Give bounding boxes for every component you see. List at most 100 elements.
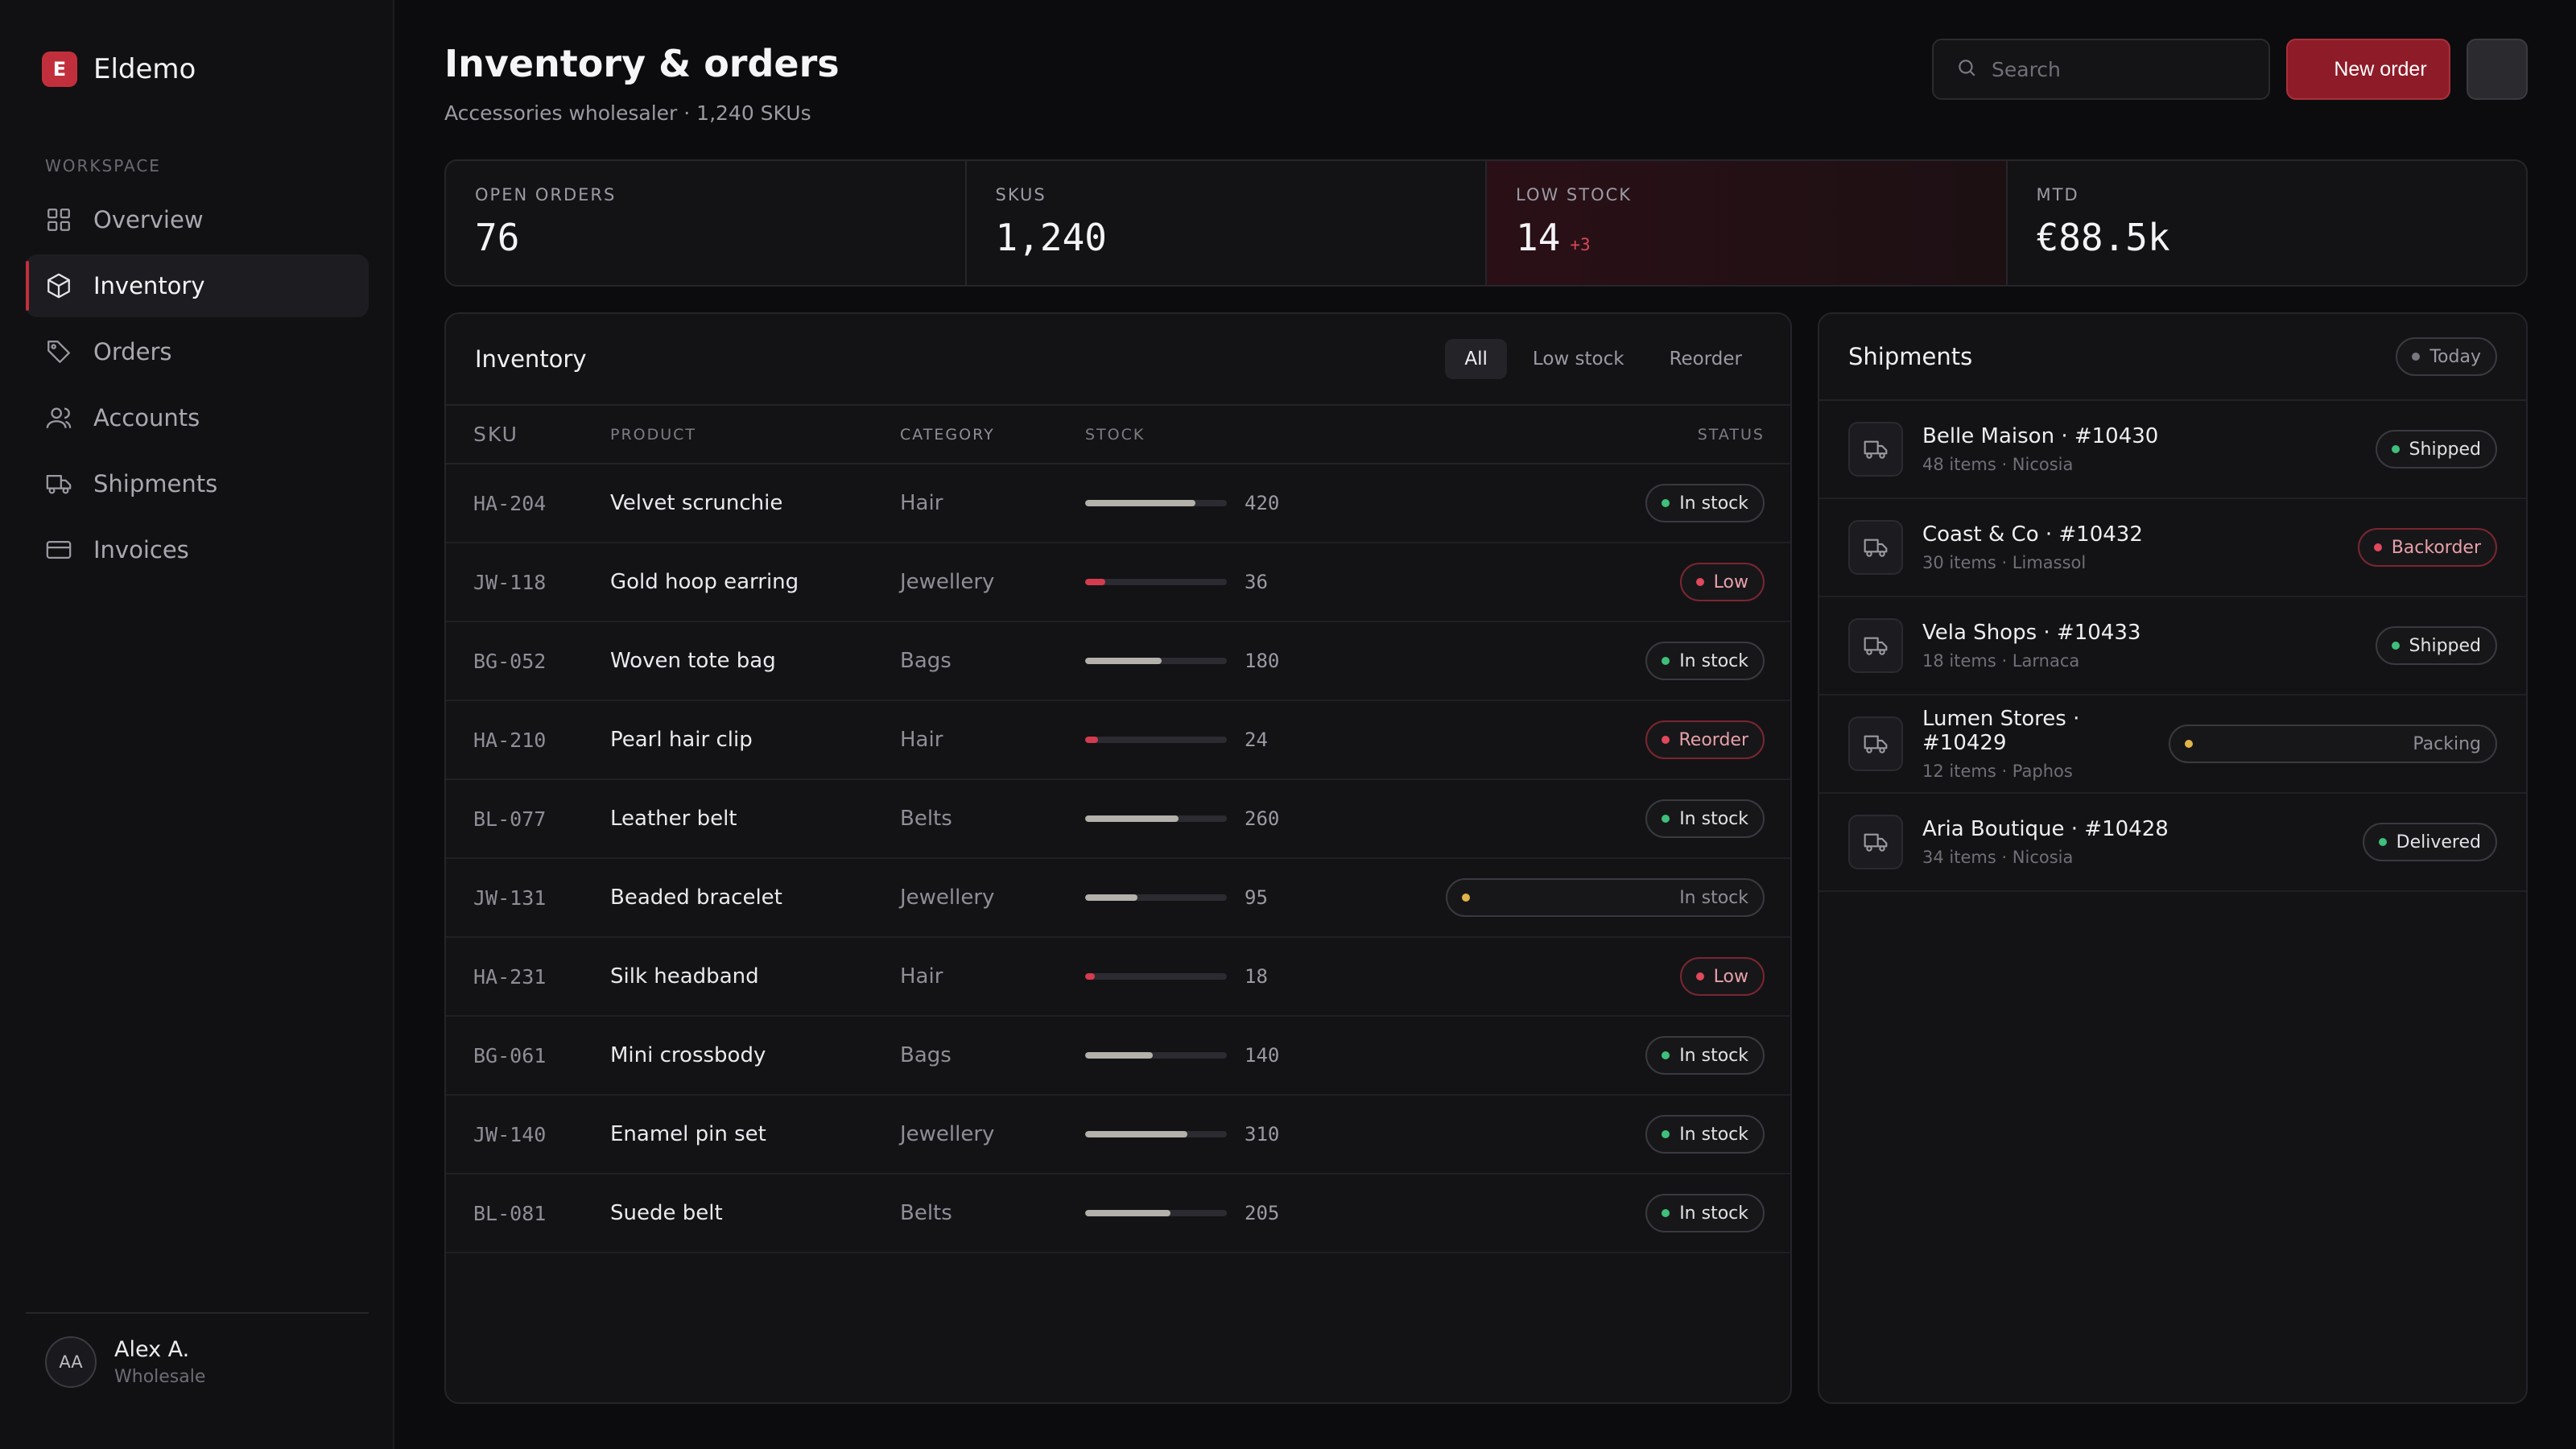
cell-category: Hair <box>900 937 1085 1017</box>
table-row[interactable]: JW-140 Enamel pin set Jewellery 310 In stock <box>446 1095 1790 1174</box>
list-item[interactable]: Lumen Stores · #10429 12 items · Paphos Pa… <box>1819 696 2526 794</box>
status-label: In stock <box>1679 1203 1748 1224</box>
cell-stock: 140 <box>1085 1016 1391 1096</box>
kpi-label: MTD <box>2036 185 2079 204</box>
cell-product: Suede belt <box>610 1174 900 1253</box>
status-badge: Reorder <box>1645 720 1765 759</box>
table-row[interactable]: BG-052 Woven tote bag Bags 180 In stock <box>446 621 1790 701</box>
cell-product: Beaded bracelet <box>610 858 900 938</box>
status-dot <box>2391 642 2400 650</box>
shipments-list: Belle Maison · #10430 48 items · Nicosia S… <box>1819 401 2526 892</box>
status-label: In stock <box>1679 1124 1748 1145</box>
stock-level-bar <box>1085 579 1227 585</box>
stock-level-bar <box>1085 1210 1227 1216</box>
column-header-product[interactable]: PRODUCT <box>610 406 900 464</box>
sidebar-item-overview[interactable]: Overview <box>26 188 369 251</box>
tag-icon <box>45 338 72 365</box>
search-icon <box>1956 57 1977 81</box>
cell-product: Velvet scrunchie <box>610 464 900 543</box>
inventory-panel-header: Inventory All Low stock Reorder <box>446 314 1790 406</box>
stock-level-bar <box>1085 737 1227 743</box>
tab-low-stock[interactable]: Low stock <box>1532 349 1624 369</box>
stock-count: 180 <box>1245 650 1280 672</box>
column-header-status[interactable]: STATUS <box>1391 406 1790 464</box>
search-input[interactable] <box>1992 57 2249 81</box>
sidebar-item-label: Invoices <box>93 536 189 564</box>
card-icon <box>45 536 72 564</box>
sidebar-item-shipments[interactable]: Shipments <box>26 452 369 515</box>
stock-level-fill <box>1085 500 1196 506</box>
table-row[interactable]: HA-231 Silk headband Hair 18 Low <box>446 937 1790 1017</box>
cell-stock: 205 <box>1085 1174 1391 1253</box>
status-badge: In stock <box>1645 1115 1765 1154</box>
user-menu[interactable]: AA Alex A. Wholesale <box>45 1336 205 1388</box>
table-row[interactable]: JW-118 Gold hoop earring Jewellery 36 Low <box>446 543 1790 622</box>
status-badge: In stock <box>1446 878 1765 917</box>
cell-category: Belts <box>900 1174 1085 1253</box>
tab-reorder[interactable]: Reorder <box>1669 349 1742 369</box>
sidebar-item-inventory[interactable]: Inventory <box>26 254 369 317</box>
inventory-panel-title: Inventory <box>475 345 587 373</box>
sidebar-item-orders[interactable]: Orders <box>26 320 369 383</box>
brand[interactable]: E Eldemo <box>42 52 196 87</box>
table-row[interactable]: BL-081 Suede belt Belts 205 In stock <box>446 1174 1790 1253</box>
shipment-name: Belle Maison · #10430 <box>1922 424 2159 448</box>
brand-logo-icon: E <box>42 52 77 87</box>
list-item[interactable]: Coast & Co · #10432 30 items · Limassol Ba… <box>1819 499 2526 597</box>
date-range-selector[interactable]: Today <box>2396 337 2497 376</box>
column-header-stock[interactable]: STOCK <box>1085 406 1391 464</box>
status-dot <box>1695 972 1704 980</box>
cell-category: Jewellery <box>900 858 1085 938</box>
cell-stock: 24 <box>1085 700 1391 780</box>
table-row[interactable]: HA-204 Velvet scrunchie Hair 420 In stock <box>446 464 1790 543</box>
table-row[interactable]: JW-131 Beaded bracelet Jewellery 95 In stock <box>446 858 1790 938</box>
cell-product: Silk headband <box>610 937 900 1017</box>
cell-sku: BG-052 <box>446 621 610 701</box>
stock-level-bar <box>1085 500 1227 506</box>
truck-icon <box>1848 618 1903 673</box>
workspace-section-label: WORKSPACE <box>45 156 161 175</box>
status-badge: In stock <box>1645 484 1765 522</box>
sidebar-item-invoices[interactable]: Invoices <box>26 518 369 581</box>
cell-category: Jewellery <box>900 1095 1085 1174</box>
inventory-table-body: HA-204 Velvet scrunchie Hair 420 In stock JW-… <box>446 464 1790 1253</box>
status-badge: Low <box>1679 957 1765 996</box>
shipment-name: Coast & Co · #10432 <box>1922 522 2143 547</box>
table-row[interactable]: HA-210 Pearl hair clip Hair 24 Reorder <box>446 700 1790 780</box>
list-item[interactable]: Belle Maison · #10430 48 items · Nicosia S… <box>1819 401 2526 499</box>
shipment-name: Vela Shops · #10433 <box>1922 621 2141 645</box>
table-row[interactable]: BL-077 Leather belt Belts 260 In stock <box>446 779 1790 859</box>
list-item[interactable]: Vela Shops · #10433 18 items · Larnaca Shi… <box>1819 597 2526 696</box>
status-badge: Shipped <box>2375 626 2497 665</box>
header-menu-button[interactable] <box>2467 39 2528 100</box>
cell-status: Low <box>1391 543 1790 622</box>
box-icon <box>45 272 72 299</box>
avatar: AA <box>45 1336 97 1388</box>
sidebar-item-label: Orders <box>93 338 172 365</box>
table-row[interactable]: BG-061 Mini crossbody Bags 140 In stock <box>446 1016 1790 1096</box>
cell-stock: 260 <box>1085 779 1391 859</box>
column-header-sku[interactable]: SKU <box>446 406 610 464</box>
stock-count: 36 <box>1245 571 1268 593</box>
cell-product: Pearl hair clip <box>610 700 900 780</box>
status-dot <box>2412 353 2421 361</box>
stock-level-bar <box>1085 1052 1227 1059</box>
cell-stock: 420 <box>1085 464 1391 543</box>
stock-level-fill <box>1085 894 1138 901</box>
kpi-strip: OPEN ORDERS 76 SKUS 1,240 LOW STOCK 14 +… <box>444 159 2528 287</box>
tab-all[interactable]: All <box>1445 339 1507 379</box>
cell-category: Belts <box>900 779 1085 859</box>
sidebar-item-accounts[interactable]: Accounts <box>26 386 369 449</box>
truck-icon <box>1848 716 1903 771</box>
column-header-category[interactable]: CATEGORY <box>900 406 1085 464</box>
search-box[interactable] <box>1932 39 2270 100</box>
stock-count: 205 <box>1245 1202 1280 1224</box>
cell-product: Mini crossbody <box>610 1016 900 1096</box>
list-item[interactable]: Aria Boutique · #10428 34 items · Nicosia… <box>1819 794 2526 892</box>
status-dot <box>1662 1130 1670 1138</box>
page-title: Inventory & orders <box>444 42 840 85</box>
cell-sku: HA-204 <box>446 464 610 543</box>
new-order-button[interactable]: New order <box>2286 39 2450 100</box>
status-dot <box>1462 894 1470 902</box>
status-label: In stock <box>1679 493 1748 514</box>
